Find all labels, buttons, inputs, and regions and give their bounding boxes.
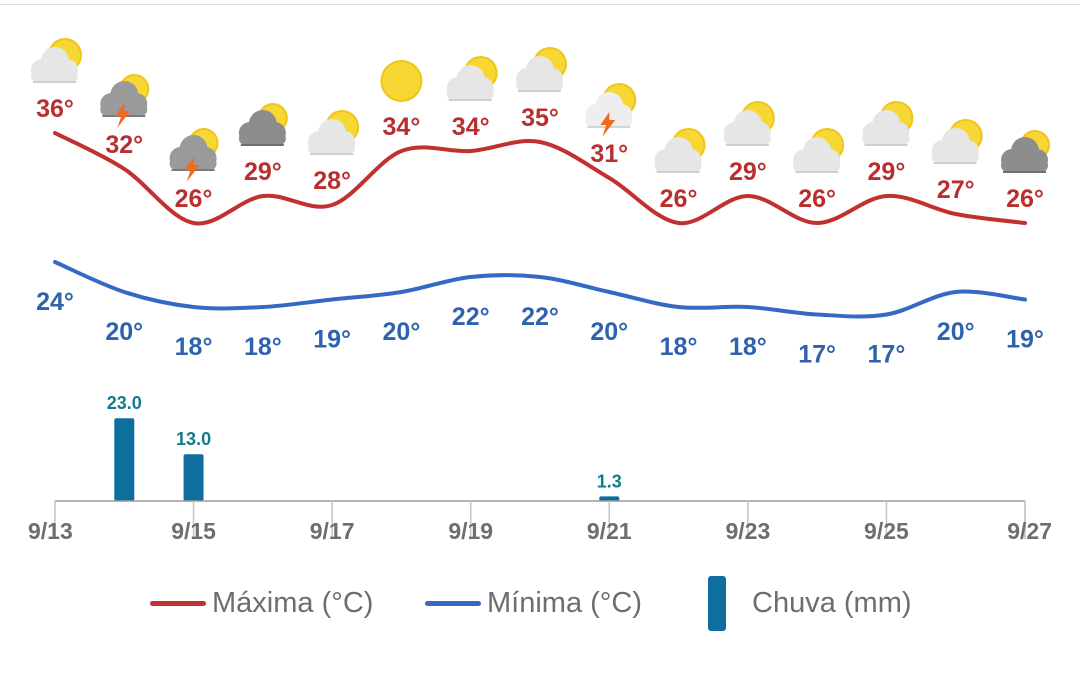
min-temp-label: 17° <box>868 341 906 369</box>
min-temp-label: 17° <box>798 341 836 369</box>
rain-bar <box>114 418 135 501</box>
min-temp-label: 19° <box>313 326 351 354</box>
min-temperature-labels: 24° 20° 18° 18° 19° 20° 22° 22° 20° 18° 18° 17° 17° 2… <box>36 288 1044 369</box>
min-temp-label: 18° <box>660 333 698 361</box>
partly-cloudy-icon <box>308 110 360 155</box>
max-temp-label: 32° <box>105 131 143 159</box>
weather-chart: 36° 32° 26° 29° 28° 34° 34° 35° 31° 26° 29° 26° 29° 2… <box>28 38 1052 544</box>
rain-bar <box>599 496 620 501</box>
max-temperature-line <box>53 131 1027 226</box>
legend-max-label: Máxima (°C) <box>212 586 374 619</box>
max-temp-label: 34° <box>452 113 490 141</box>
min-temp-label: 20° <box>383 318 421 346</box>
cloudy-icon <box>1001 130 1050 173</box>
min-temp-label: 22° <box>452 303 490 331</box>
max-temp-label: 31° <box>590 140 628 168</box>
legend-min-label: Mínima (°C) <box>487 586 642 619</box>
min-temperature-line <box>53 260 1027 319</box>
rain-labels: 23.0 13.0 1.3 <box>107 393 622 491</box>
partly-cloudy-icon <box>446 56 498 101</box>
sun-storm-icon <box>585 83 637 137</box>
partly-cloudy-icon <box>723 101 775 146</box>
x-tick-label: 9/25 <box>864 518 909 544</box>
max-temp-label: 36° <box>36 95 74 123</box>
x-tick-label: 9/15 <box>171 518 216 544</box>
min-temp-label: 20° <box>590 318 628 346</box>
x-tick-label: 9/23 <box>725 518 770 544</box>
x-tick-label: 9/19 <box>448 518 493 544</box>
max-temp-label: 27° <box>937 176 975 204</box>
partly-cloudy-icon <box>793 128 845 173</box>
x-axis: 9/13 9/15 9/17 9/19 9/21 9/23 9/25 9/27 <box>28 500 1052 544</box>
min-temp-label: 20° <box>937 318 975 346</box>
cloudy-icon <box>238 103 288 146</box>
legend-item-min[interactable]: Mínima (°C) <box>425 575 642 631</box>
partly-cloudy-icon <box>931 119 983 164</box>
partly-cloudy-icon <box>654 128 706 173</box>
legend-item-rain[interactable]: Chuva (mm) <box>708 575 912 631</box>
x-tick-label: 9/13 <box>28 518 73 544</box>
x-tick-label: 9/27 <box>1007 518 1052 544</box>
min-temp-label: 18° <box>175 333 213 361</box>
max-temp-label: 29° <box>729 158 767 186</box>
max-temp-label: 26° <box>660 185 698 213</box>
max-temp-label: 35° <box>521 104 559 132</box>
min-temp-label: 22° <box>521 303 559 331</box>
min-temp-label: 20° <box>105 318 143 346</box>
max-temp-label: 29° <box>244 158 282 186</box>
max-temp-label: 28° <box>313 167 351 195</box>
min-temp-label: 19° <box>1006 326 1044 354</box>
max-temperature-labels: 36° 32° 26° 29° 28° 34° 34° 35° 31° 26° 29° 26° 29° 2… <box>36 95 1044 213</box>
legend-rain-swatch <box>708 575 726 631</box>
min-temp-label: 24° <box>36 288 74 316</box>
rain-label: 23.0 <box>107 393 142 413</box>
partly-cloudy-icon <box>516 47 567 92</box>
max-temp-label: 26° <box>1006 185 1044 213</box>
rain-label: 13.0 <box>176 429 211 449</box>
legend-item-max[interactable]: Máxima (°C) <box>150 575 373 631</box>
min-temp-label: 18° <box>244 333 282 361</box>
rain-bar <box>183 454 204 501</box>
rain-bars <box>114 418 620 501</box>
weather-icons <box>31 38 1050 182</box>
sun-icon <box>380 60 423 102</box>
legend-rain-label: Chuva (mm) <box>752 586 912 619</box>
legend-min-swatch <box>425 600 481 606</box>
min-temp-label: 18° <box>729 333 767 361</box>
x-tick-label: 9/21 <box>587 518 632 544</box>
rain-label: 1.3 <box>597 471 622 491</box>
storm-icon <box>169 128 219 182</box>
x-tick-label: 9/17 <box>310 518 355 544</box>
legend: Máxima (°C) Mínima (°C) Chuva (mm) <box>0 575 1080 635</box>
storm-icon <box>100 74 150 128</box>
top-divider <box>0 4 1080 5</box>
partly-cloudy-icon <box>31 38 82 83</box>
max-temp-label: 34° <box>383 113 421 141</box>
max-temp-label: 26° <box>798 185 836 213</box>
partly-cloudy-icon <box>862 101 914 146</box>
max-temp-label: 29° <box>868 158 906 186</box>
legend-max-swatch <box>150 600 206 606</box>
max-temp-label: 26° <box>175 185 213 213</box>
